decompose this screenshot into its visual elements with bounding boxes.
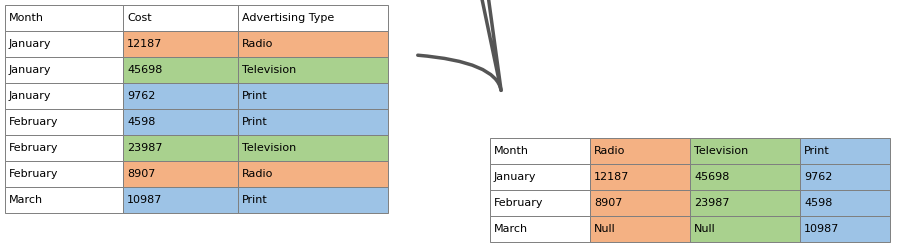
Text: Print: Print — [242, 91, 268, 101]
Text: Radio: Radio — [242, 169, 274, 179]
Text: February: February — [9, 169, 59, 179]
Bar — [238, 57, 388, 83]
Bar — [690, 138, 800, 164]
Text: February: February — [9, 117, 59, 127]
Text: Month: Month — [494, 146, 529, 156]
Text: 10987: 10987 — [127, 195, 162, 205]
Text: January: January — [9, 39, 52, 49]
Text: Print: Print — [804, 146, 830, 156]
Text: 23987: 23987 — [694, 198, 729, 208]
Text: 4598: 4598 — [804, 198, 833, 208]
Bar — [690, 216, 800, 242]
Text: Television: Television — [694, 146, 748, 156]
Bar — [800, 190, 890, 216]
Bar — [5, 57, 123, 83]
Text: Television: Television — [242, 143, 296, 153]
Bar — [123, 31, 238, 57]
Bar — [238, 109, 388, 135]
Text: January: January — [494, 172, 536, 182]
Text: 45698: 45698 — [694, 172, 729, 182]
Bar — [5, 31, 123, 57]
Text: Radio: Radio — [594, 146, 625, 156]
Text: 8907: 8907 — [594, 198, 622, 208]
Text: 10987: 10987 — [804, 224, 839, 234]
Bar — [5, 5, 123, 31]
Text: 8907: 8907 — [127, 169, 155, 179]
Bar — [123, 187, 238, 213]
Text: January: January — [9, 91, 52, 101]
Bar — [690, 190, 800, 216]
Text: 45698: 45698 — [127, 65, 162, 75]
Bar — [800, 164, 890, 190]
Bar — [238, 5, 388, 31]
Text: Cost: Cost — [127, 13, 151, 23]
Text: 9762: 9762 — [804, 172, 833, 182]
Bar — [490, 138, 590, 164]
Text: March: March — [494, 224, 528, 234]
Bar — [5, 83, 123, 109]
Text: 12187: 12187 — [594, 172, 630, 182]
Text: Print: Print — [242, 117, 268, 127]
Bar — [123, 109, 238, 135]
Text: Month: Month — [9, 13, 44, 23]
Text: 23987: 23987 — [127, 143, 162, 153]
Text: Advertising Type: Advertising Type — [242, 13, 334, 23]
Text: 12187: 12187 — [127, 39, 162, 49]
Bar — [238, 31, 388, 57]
Text: February: February — [494, 198, 544, 208]
Bar — [123, 5, 238, 31]
Bar — [490, 190, 590, 216]
Bar — [238, 83, 388, 109]
Text: February: February — [9, 143, 59, 153]
Bar — [490, 216, 590, 242]
Bar — [800, 138, 890, 164]
Text: Print: Print — [242, 195, 268, 205]
Text: Null: Null — [594, 224, 616, 234]
Text: Television: Television — [242, 65, 296, 75]
Bar — [800, 216, 890, 242]
Bar — [123, 135, 238, 161]
Bar — [123, 161, 238, 187]
Bar — [238, 187, 388, 213]
Text: 9762: 9762 — [127, 91, 155, 101]
Bar — [5, 109, 123, 135]
Bar — [490, 164, 590, 190]
Bar — [590, 164, 690, 190]
Bar — [5, 135, 123, 161]
Text: Null: Null — [694, 224, 716, 234]
Text: Radio: Radio — [242, 39, 274, 49]
Bar — [123, 83, 238, 109]
Bar — [123, 57, 238, 83]
Bar — [590, 190, 690, 216]
Bar — [5, 161, 123, 187]
Text: January: January — [9, 65, 52, 75]
Bar — [690, 164, 800, 190]
Text: 4598: 4598 — [127, 117, 155, 127]
Bar — [590, 216, 690, 242]
Bar — [590, 138, 690, 164]
Bar — [5, 187, 123, 213]
Bar — [238, 135, 388, 161]
Text: March: March — [9, 195, 43, 205]
Bar — [238, 161, 388, 187]
